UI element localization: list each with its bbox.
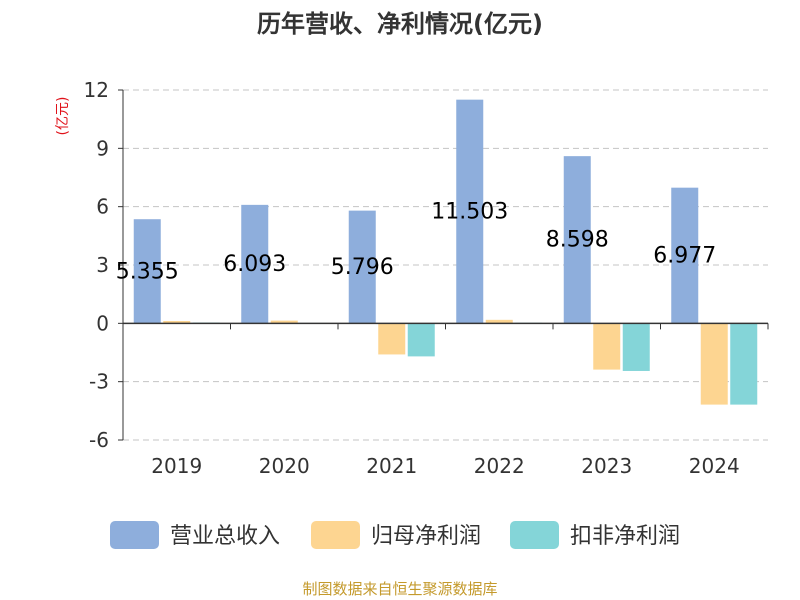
- data-label: 5.355: [116, 259, 179, 284]
- x-tick-label: 2024: [689, 454, 740, 478]
- legend-label: 扣非净利润: [570, 524, 680, 549]
- legend: 营业总收入 归母净利润 扣非净利润: [110, 521, 680, 549]
- bar-营业总收入-2022: [456, 99, 484, 324]
- data-label: 8.598: [546, 228, 609, 253]
- bar-归母净利润-2020: [270, 320, 298, 324]
- bar-归母净利润-2023: [593, 323, 621, 370]
- bar-营业总收入-2021: [348, 210, 376, 324]
- y-tick-label: 0: [96, 311, 109, 335]
- data-label: 6.977: [653, 244, 716, 269]
- bar-营业总收入-2019: [133, 219, 161, 324]
- bar-扣非净利润-2024: [730, 323, 758, 405]
- bar-归母净利润-2024: [700, 323, 728, 405]
- y-tick-label: 6: [96, 195, 109, 219]
- data-label: 6.093: [223, 252, 286, 277]
- bars-layer: [133, 99, 758, 405]
- x-tick-label: 2022: [474, 454, 525, 478]
- data-labels-layer: 5.355 6.093 5.796 11.503 8.598 6.977: [116, 199, 716, 284]
- legend-swatch: [510, 521, 559, 549]
- bar-扣非净利润-2021: [407, 323, 435, 357]
- x-tick-label: 2020: [259, 454, 310, 478]
- y-tick-label: -6: [89, 428, 109, 452]
- source-note: 制图数据来自恒生聚源数据库: [302, 580, 497, 598]
- bar-归母净利润-2021: [378, 323, 406, 355]
- x-tick-label: 2023: [581, 454, 632, 478]
- chart-title: 历年营收、净利情况(亿元): [257, 10, 543, 38]
- y-tick-label: 9: [96, 136, 109, 160]
- axes-layer: 12 9 6 3 0 -3 -6 2019 2020 2021 2022 2023 2024: [84, 78, 769, 478]
- y-tick-label: 12: [84, 78, 109, 102]
- bar-营业总收入-2023: [563, 156, 591, 324]
- data-label: 5.796: [331, 255, 394, 280]
- bar-营业总收入-2020: [241, 204, 269, 324]
- legend-label: 归母净利润: [371, 524, 481, 549]
- data-label: 11.503: [431, 199, 508, 224]
- y-tick-label: -3: [89, 370, 109, 394]
- bar-扣非净利润-2023: [622, 323, 650, 371]
- grid-lines: [123, 89, 768, 441]
- legend-label: 营业总收入: [170, 524, 280, 549]
- legend-swatch: [110, 521, 159, 549]
- y-axis-label: (亿元): [55, 97, 71, 136]
- x-tick-label: 2021: [366, 454, 417, 478]
- legend-swatch: [311, 521, 360, 549]
- y-tick-label: 3: [96, 253, 109, 277]
- bar-归母净利润-2022: [485, 319, 513, 324]
- bar-归母净利润-2019: [163, 321, 191, 324]
- x-tick-label: 2019: [151, 454, 202, 478]
- bar-营业总收入-2024: [671, 187, 699, 324]
